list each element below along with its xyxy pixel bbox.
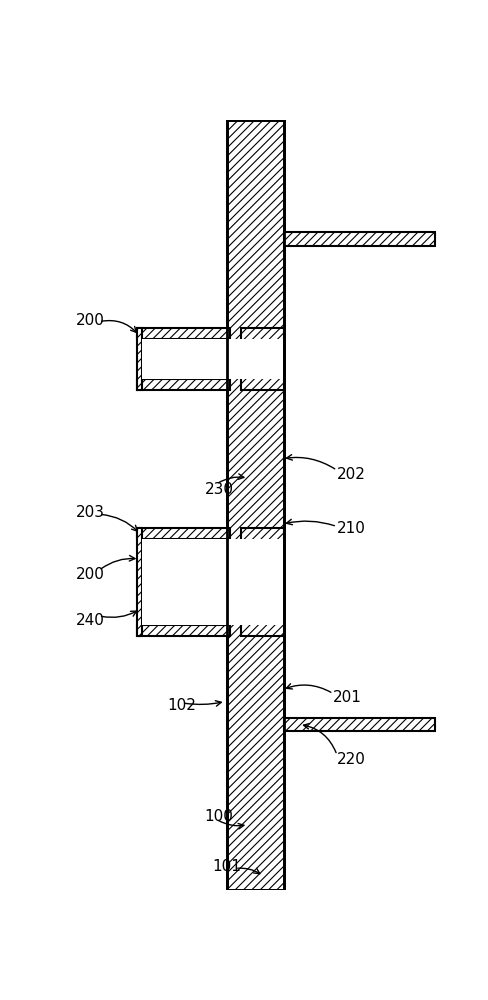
Bar [284, 718, 435, 731]
Bar [241, 328, 284, 389]
Bar [137, 328, 230, 339]
Bar [284, 232, 435, 246]
Text: 202: 202 [337, 467, 366, 482]
Bar [137, 328, 142, 389]
Text: 100: 100 [205, 809, 234, 824]
Bar [142, 539, 230, 625]
Text: 203: 203 [76, 505, 105, 520]
Text: 102: 102 [167, 698, 196, 713]
Bar [142, 339, 230, 379]
Text: 101: 101 [212, 859, 241, 874]
Bar [227, 120, 284, 890]
Bar [227, 120, 284, 890]
Text: 210: 210 [337, 521, 366, 536]
Text: 230: 230 [205, 482, 234, 497]
Bar [228, 339, 283, 379]
Text: 220: 220 [337, 752, 366, 767]
Bar [246, 339, 279, 379]
Bar [137, 379, 230, 389]
Bar [228, 539, 283, 625]
Bar [137, 625, 230, 636]
Text: 240: 240 [76, 613, 105, 628]
Bar [137, 528, 142, 636]
Bar [241, 528, 284, 636]
Bar [137, 528, 230, 539]
Text: 201: 201 [333, 690, 362, 705]
Text: 200: 200 [76, 567, 105, 582]
Bar [246, 539, 279, 625]
Text: 200: 200 [76, 313, 105, 328]
